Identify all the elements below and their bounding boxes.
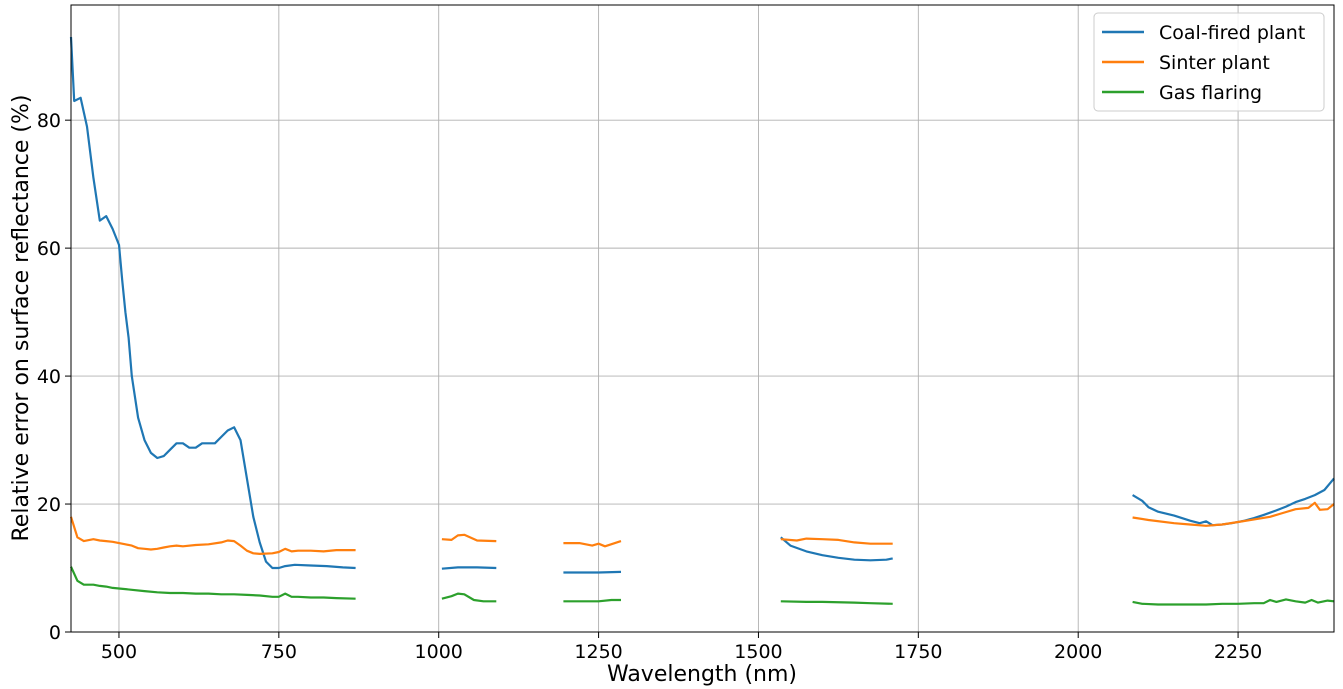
sinter-plant-line (1132, 501, 1335, 527)
coal-fired-plant-line (69, 36, 356, 570)
sinter-plant-line (441, 533, 497, 543)
series-lines (69, 36, 1335, 606)
x-tick-label: 1000 (415, 641, 463, 663)
legend-label-sinter-plant: Sinter plant (1159, 52, 1270, 74)
x-tick-label: 1250 (574, 641, 622, 663)
legend-box (1093, 12, 1325, 112)
x-tick-label: 1750 (894, 641, 942, 663)
gas-flaring-line (1132, 598, 1335, 606)
y-tick-label: 80 (37, 110, 61, 132)
legend-label-gas-flaring: Gas flaring (1159, 82, 1262, 104)
axis-ticks: 500 750 1000 1250 1500 1750 2000 2250 0 20 40 60 80 (37, 110, 1262, 663)
coal-fired-plant-line (780, 536, 893, 562)
sinter-plant-line (563, 540, 622, 548)
plot-frame (70, 4, 1335, 633)
y-tick-label: 40 (37, 366, 61, 388)
gas-flaring-line (563, 598, 621, 603)
coal-fired-plant-line (441, 566, 497, 570)
x-tick-label: 750 (261, 641, 297, 663)
x-axis-label: Wavelength (nm) (607, 662, 797, 687)
sinter-plant-line (780, 537, 893, 545)
legend: Coal-fired plant Sinter plant Gas flaring (1093, 12, 1325, 112)
x-tick-label: 2250 (1214, 641, 1262, 663)
y-tick-label: 60 (37, 238, 61, 260)
y-tick-label: 20 (37, 494, 61, 516)
legend-label-coal-fired-plant: Coal-fired plant (1159, 22, 1305, 44)
y-axis-label: Relative error on surface reflectance (%… (9, 95, 34, 542)
y-tick-label: 0 (49, 622, 61, 644)
gas-flaring-line (69, 566, 356, 600)
x-tick-label: 500 (101, 641, 137, 663)
sinter-plant-line (69, 516, 356, 556)
gas-flaring-line (441, 592, 497, 603)
gas-flaring-line (780, 600, 893, 605)
x-tick-label: 2000 (1054, 641, 1102, 663)
coal-fired-plant-line (563, 570, 622, 574)
x-tick-label: 1500 (734, 641, 782, 663)
